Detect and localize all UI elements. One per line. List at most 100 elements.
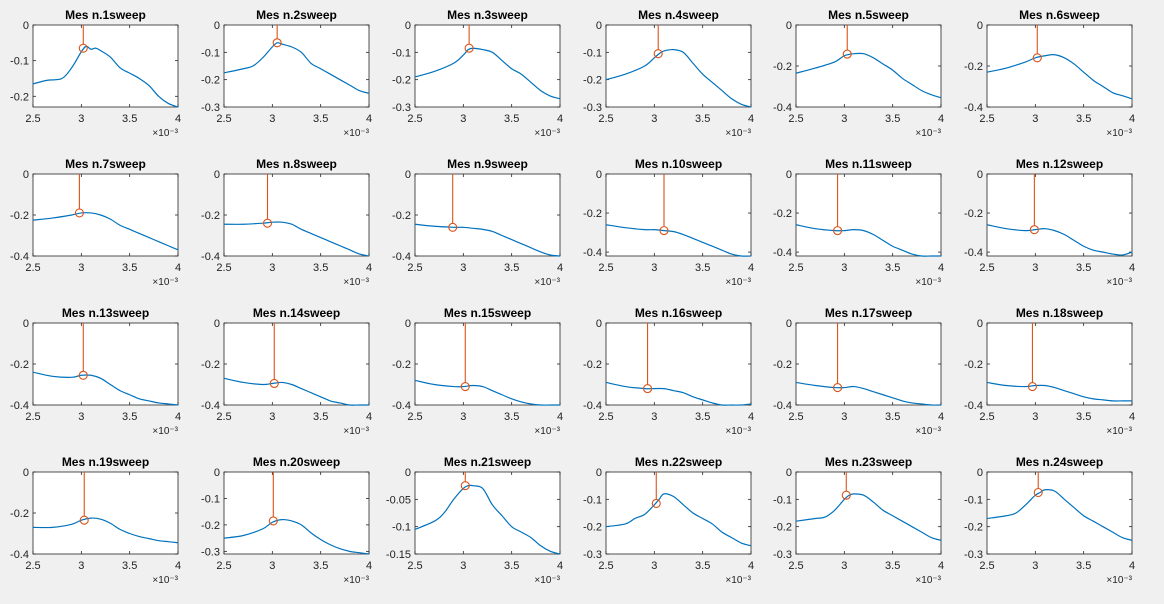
y-tick-label: -0.1 <box>583 47 602 59</box>
x-tick-label: 3 <box>841 411 847 423</box>
y-tick-label: -0.3 <box>583 549 602 561</box>
x-tick-label: 2.5 <box>216 113 231 125</box>
y-tick-label: -0.2 <box>392 210 411 222</box>
y-tick-label: -0.2 <box>392 359 411 371</box>
stem-marker <box>460 481 470 491</box>
subplot-22: Mes n.22sweep 2.5 3 3.5 4 ×10⁻³ 0 -0.1 -0.2 -0.3 <box>583 455 754 586</box>
x-tick-label: 3.5 <box>504 411 519 423</box>
x-tick-label: 3.5 <box>885 411 900 423</box>
y-tick-label: -0.1 <box>773 494 792 506</box>
x-tick-label: 3 <box>269 560 275 572</box>
y-tick-label: -0.4 <box>583 400 602 412</box>
sweep-line <box>795 493 942 541</box>
subplot-24: Mes n.24sweep 2.5 3 3.5 4 ×10⁻³ 0 -0.1 -0.2 -0.3 <box>964 455 1135 586</box>
y-tick-label: -0.2 <box>964 359 983 371</box>
x-tick-label: 2.5 <box>25 560 40 572</box>
x-tick-label: 4 <box>175 411 181 423</box>
x-tick-label: 2.5 <box>598 411 613 423</box>
y-tick-label: 0 <box>405 20 411 32</box>
y-tick-label: -0.1 <box>964 494 983 506</box>
y-tick-label: -0.4 <box>773 102 792 114</box>
axes-box <box>605 24 752 108</box>
sweep-line <box>32 45 179 108</box>
x-exponent-label: ×10⁻³ <box>534 277 560 288</box>
x-tick-label: 2.5 <box>788 262 803 274</box>
y-tick-label: -0.4 <box>201 400 220 412</box>
x-exponent-label: ×10⁻³ <box>915 128 941 139</box>
y-tick-label: -0.2 <box>201 210 220 222</box>
axes-box <box>414 24 561 108</box>
x-tick-label: 2.5 <box>598 262 613 274</box>
stem-marker <box>74 208 84 218</box>
y-tick-label: -0.1 <box>201 47 220 59</box>
x-tick-label: 3 <box>78 113 84 125</box>
x-tick-label: 2.5 <box>788 113 803 125</box>
subplot-16: Mes n.16sweep 2.5 3 3.5 4 ×10⁻³ 0 -0.2 -0.4 <box>583 306 754 437</box>
x-tick-label: 3 <box>841 560 847 572</box>
y-tick-label: 0 <box>977 467 983 479</box>
subplot-title: Mes n.3sweep <box>447 8 528 22</box>
x-tick-label: 3.5 <box>313 411 328 423</box>
subplot-13: Mes n.13sweep 2.5 3 3.5 4 ×10⁻³ 0 -0.2 -0.4 <box>10 306 181 437</box>
x-exponent-label: ×10⁻³ <box>152 426 178 437</box>
subplot-title: Mes n.5sweep <box>828 8 909 22</box>
subplot-12: Mes n.12sweep 2.5 3 3.5 4 ×10⁻³ 0 -0.2 -0.4 <box>964 157 1135 288</box>
y-tick-label: -0.2 <box>583 522 602 534</box>
y-tick-label: -0.1 <box>10 56 29 68</box>
subplot-title: Mes n.7sweep <box>65 157 146 171</box>
axes-box <box>32 173 179 257</box>
subplot-title: Mes n.13sweep <box>62 306 149 320</box>
subplot-title: Mes n.1sweep <box>65 8 146 22</box>
axes-box <box>414 471 561 555</box>
stem-marker <box>1033 487 1043 498</box>
y-tick-label: 0 <box>214 20 220 32</box>
x-tick-label: 2.5 <box>979 411 994 423</box>
x-tick-label: 4 <box>557 411 563 423</box>
x-tick-label: 3.5 <box>695 262 710 274</box>
y-tick-label: -0.2 <box>201 75 220 87</box>
stem-marker <box>262 218 273 228</box>
x-tick-label: 4 <box>1129 560 1135 572</box>
x-tick-label: 2.5 <box>25 262 40 274</box>
x-tick-label: 2.5 <box>979 560 994 572</box>
subplot-title: Mes n.10sweep <box>635 157 722 171</box>
x-tick-label: 3.5 <box>122 262 137 274</box>
subplot-9: Mes n.9sweep 2.5 3 3.5 4 ×10⁻³ 0 -0.2 -0.4 <box>392 157 563 288</box>
y-tick-label: 0 <box>596 169 602 181</box>
stem-marker <box>833 383 843 393</box>
x-exponent-label: ×10⁻³ <box>915 277 941 288</box>
y-tick-label: 0 <box>977 169 983 181</box>
subplot-1: Mes n.1sweep 2.5 3 3.5 4 ×10⁻³ 0 -0.1 -0.2 <box>10 8 181 139</box>
x-tick-label: 2.5 <box>407 560 422 572</box>
x-exponent-label: ×10⁻³ <box>343 575 369 586</box>
y-tick-label: 0 <box>23 318 29 330</box>
axes-box <box>223 173 370 257</box>
y-tick-label: 0 <box>786 169 792 181</box>
y-tick-label: -0.2 <box>392 75 411 87</box>
axes-box <box>605 173 752 257</box>
subplot-title: Mes n.2sweep <box>256 8 337 22</box>
y-tick-label: 0 <box>405 318 411 330</box>
x-exponent-label: ×10⁻³ <box>534 575 560 586</box>
x-exponent-label: ×10⁻³ <box>534 426 560 437</box>
y-tick-label: -0.2 <box>10 508 29 520</box>
y-tick-label: 0 <box>786 467 792 479</box>
axes-box <box>795 322 942 406</box>
stem-marker <box>651 498 661 508</box>
x-tick-label: 2.5 <box>788 411 803 423</box>
axes-box <box>795 173 942 257</box>
subplot-title: Mes n.8sweep <box>256 157 337 171</box>
stem-marker <box>841 490 851 500</box>
x-exponent-label: ×10⁻³ <box>725 426 751 437</box>
subplot-6: Mes n.6sweep 2.5 3 3.5 4 ×10⁻³ 0 -0.2 -0.4 <box>964 8 1135 139</box>
sweep-line <box>986 224 1133 256</box>
x-tick-label: 4 <box>366 411 372 423</box>
subplot-title: Mes n.11sweep <box>825 157 912 171</box>
y-tick-label: -0.3 <box>964 549 983 561</box>
y-tick-label: -0.1 <box>201 493 220 505</box>
subplot-title: Mes n.17sweep <box>825 306 912 320</box>
stem-marker <box>79 515 89 525</box>
sweep-line <box>223 377 369 406</box>
x-tick-label: 3 <box>841 113 847 125</box>
y-tick-label: -0.3 <box>201 546 220 558</box>
